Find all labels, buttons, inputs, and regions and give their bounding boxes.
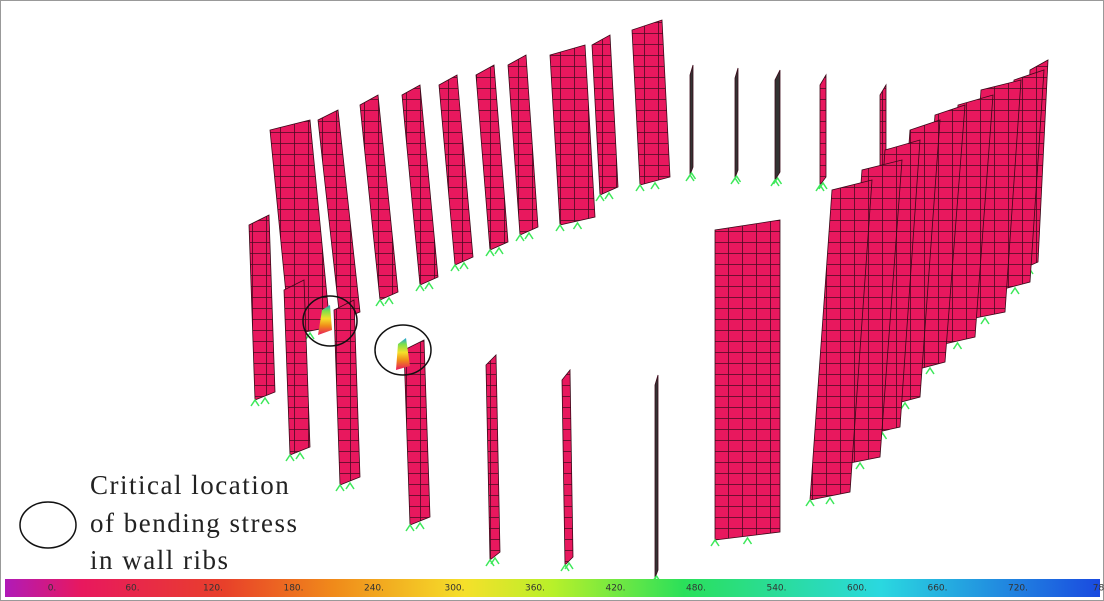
wall-rib xyxy=(690,65,693,175)
colorbar-label: 360. xyxy=(525,584,545,594)
wall-rib xyxy=(715,220,780,540)
colorbar-label: 420. xyxy=(605,584,625,594)
colorbar-label: 600. xyxy=(847,584,867,594)
legend-text: Critical location xyxy=(90,470,290,500)
colorbar-label: 720. xyxy=(1008,584,1028,594)
wall-rib xyxy=(820,75,826,185)
colorbar-label: 0. xyxy=(48,584,57,594)
colorbar-label: 240. xyxy=(364,584,384,594)
legend-text: in wall ribs xyxy=(90,545,230,575)
colorbar-label: 480. xyxy=(686,584,706,594)
wall-rib xyxy=(775,70,780,180)
colorbar-label: 660. xyxy=(927,584,947,594)
colorbar-label: 78 xyxy=(1093,584,1104,594)
colorbar-label: 180. xyxy=(283,584,303,594)
figure: Critical location of bending stress in w… xyxy=(0,0,1104,601)
colorbar-label: 120. xyxy=(203,584,223,594)
colorbar-label: 300. xyxy=(444,584,464,594)
colorbar-label: 60. xyxy=(125,584,139,594)
colorbar-label: 540. xyxy=(766,584,786,594)
legend-text: of bending stress xyxy=(90,508,298,538)
wall-rib xyxy=(655,375,658,578)
wall-rib xyxy=(735,68,738,178)
